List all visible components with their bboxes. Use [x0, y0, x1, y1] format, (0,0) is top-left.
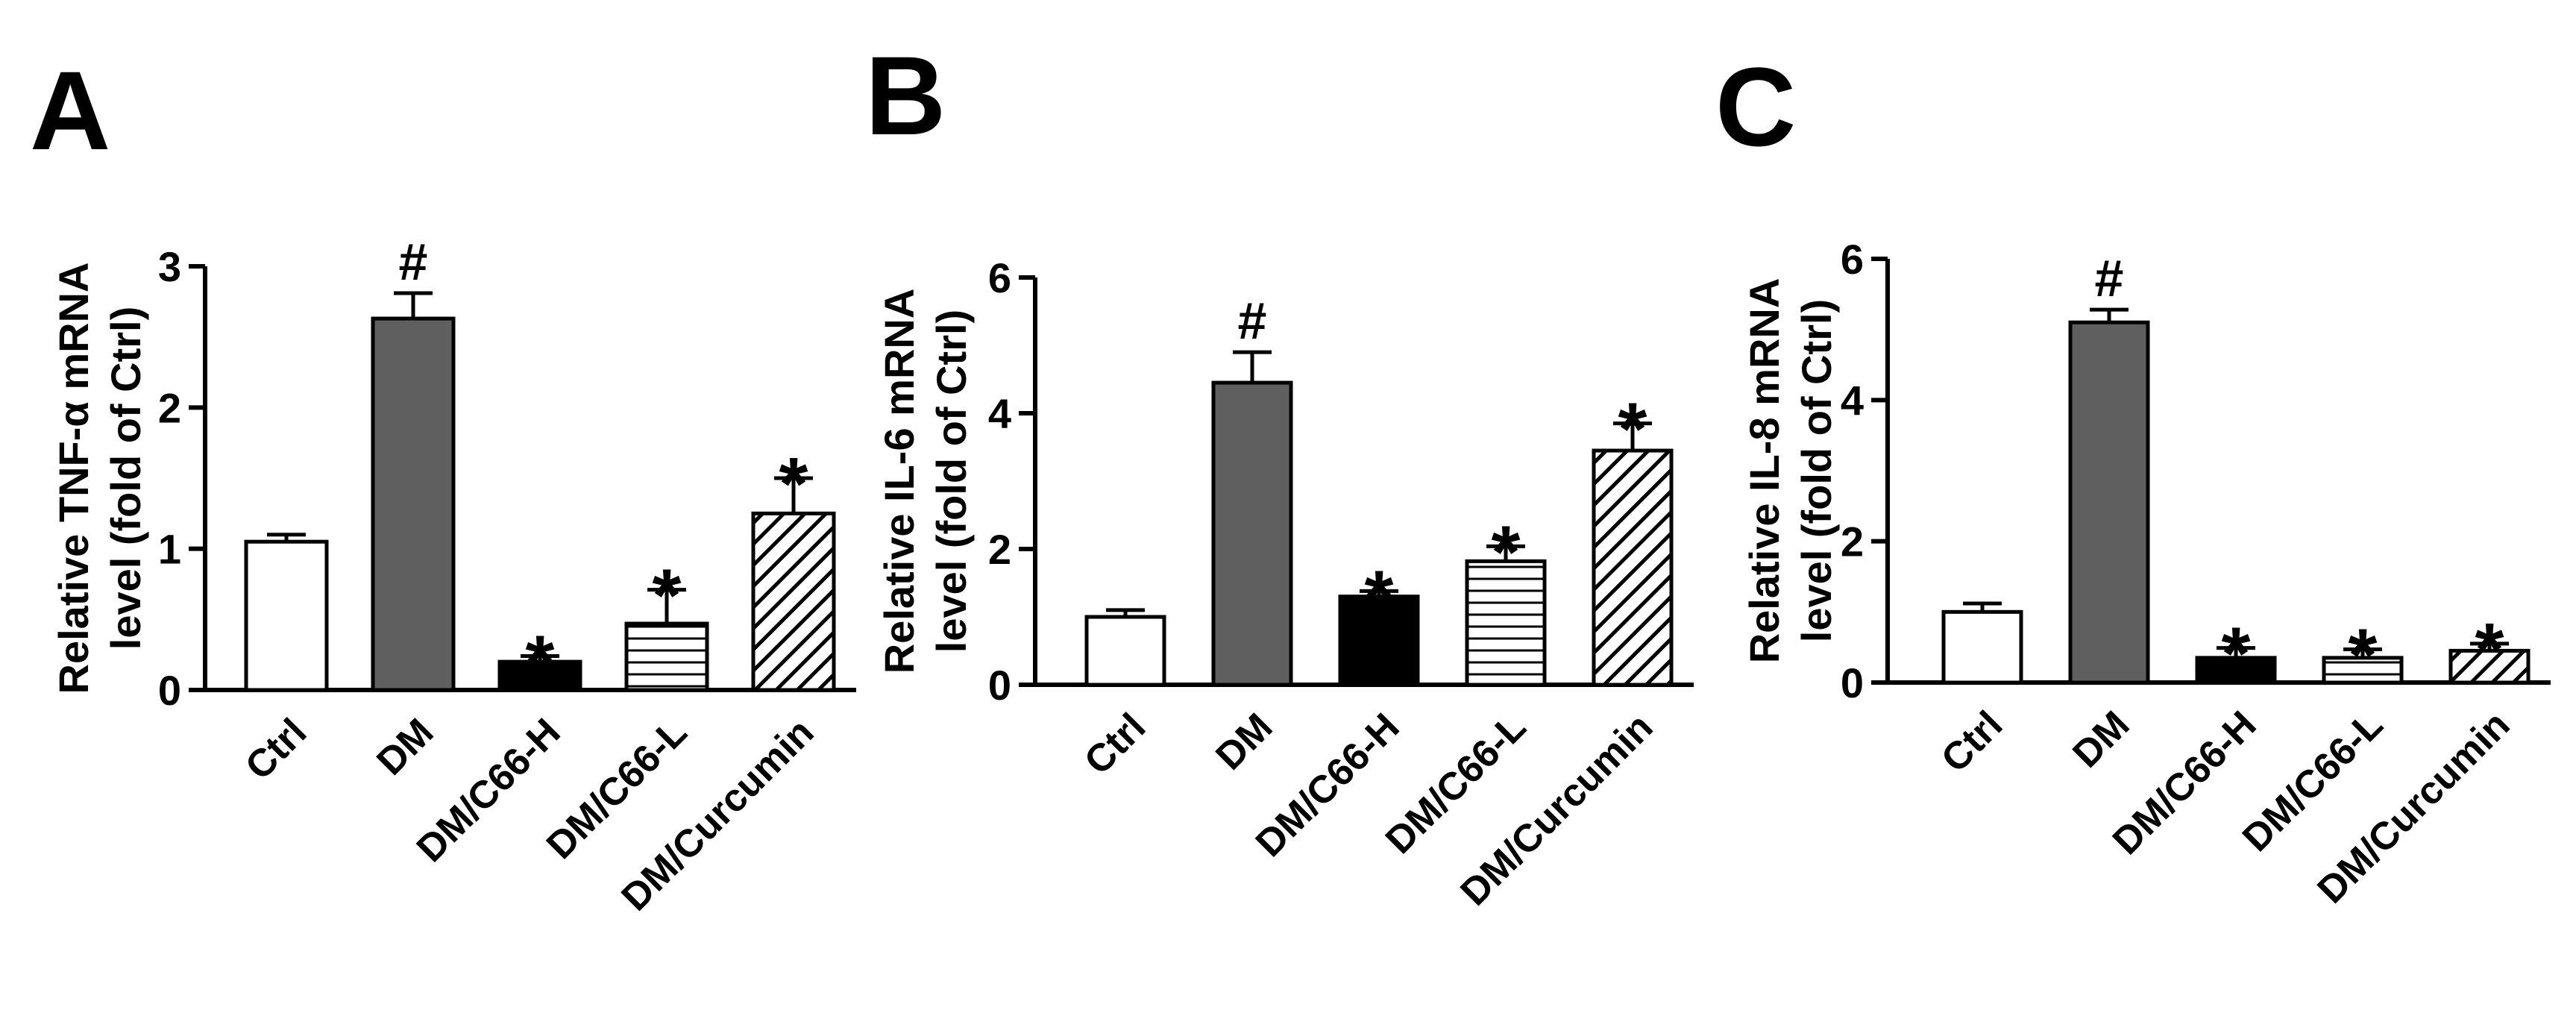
y-tick-label: 2 — [988, 526, 1011, 573]
y-tick-label: 4 — [988, 390, 1011, 437]
significance-star: * — [779, 442, 808, 526]
bar-dm-c66-l — [1465, 559, 1547, 687]
y-axis-label: Relative IL-6 mRNA — [876, 289, 923, 674]
bar-dm-c66-h — [2195, 656, 2277, 685]
y-tick-label: 2 — [158, 384, 181, 431]
significance-hash: # — [2095, 249, 2124, 307]
x-tick-label: Ctrl — [1933, 703, 2011, 780]
bar-ctrl — [244, 539, 329, 692]
panel-b: B Relative IL-6 mRNA level (fold of Ctrl) 0… — [865, 33, 1694, 914]
y-tick-label: 6 — [1841, 236, 1864, 283]
bar-dm — [371, 316, 456, 692]
bar-dm-curcumin — [751, 511, 836, 692]
y-tick-label: 1 — [158, 526, 181, 573]
significance-star: * — [1618, 388, 1647, 471]
bar-dm — [2068, 320, 2150, 685]
x-tick-label: DM — [2064, 703, 2137, 776]
bar-ctrl — [1084, 615, 1166, 687]
significance-star: * — [526, 621, 555, 704]
significance-star: * — [2349, 614, 2378, 697]
significance-star: * — [653, 554, 682, 638]
bar-ctrl — [1941, 609, 2023, 685]
significance-star: * — [1492, 510, 1521, 594]
x-tick-label: DM — [1207, 705, 1281, 778]
panel-letter: A — [30, 48, 110, 173]
y-tick-label: 2 — [1841, 518, 1864, 565]
bar-dm-c66-l — [2322, 656, 2404, 685]
panel-letter: C — [1715, 44, 1796, 169]
significance-star: * — [2222, 612, 2251, 696]
bar-dm-c66-h — [497, 659, 582, 692]
y-axis-label: level (fold of Ctrl) — [102, 307, 149, 650]
y-tick-label: 3 — [158, 243, 181, 290]
y-tick-label: 0 — [988, 662, 1011, 709]
y-tick-label: 6 — [988, 254, 1011, 301]
y-tick-label: 0 — [158, 667, 181, 714]
y-tick-label: 4 — [1841, 377, 1864, 424]
y-tick-label: 0 — [1841, 659, 1864, 706]
y-axis-label: Relative TNF-α mRNA — [50, 263, 97, 694]
x-tick-label: Ctrl — [1076, 705, 1154, 782]
bar-dm-curcumin — [1592, 448, 1674, 687]
bar-dm-curcumin — [2448, 648, 2531, 685]
x-tick-label: DM — [368, 710, 442, 783]
significance-star: * — [1365, 555, 1394, 639]
significance-star: * — [2475, 608, 2504, 691]
significance-hash: # — [399, 233, 428, 291]
significance-hash: # — [1238, 292, 1267, 350]
y-axis-label: level (fold of Ctrl) — [1793, 299, 1840, 642]
bar-dm-c66-h — [1338, 595, 1420, 687]
panel-letter: B — [865, 33, 946, 158]
x-tick-label: Ctrl — [237, 710, 315, 788]
bar-dm — [1211, 380, 1293, 687]
panel-a: A Relative TNF-α mRNA level (fold of Ctrl)… — [30, 48, 856, 919]
panel-c: C Relative IL-8 mRNA level (fold of Ctrl)0… — [1715, 44, 2551, 912]
bar-dm-c66-l — [624, 621, 709, 692]
y-axis-label: level (fold of Ctrl) — [928, 310, 975, 653]
y-axis-label: Relative IL-8 mRNA — [1741, 278, 1788, 664]
